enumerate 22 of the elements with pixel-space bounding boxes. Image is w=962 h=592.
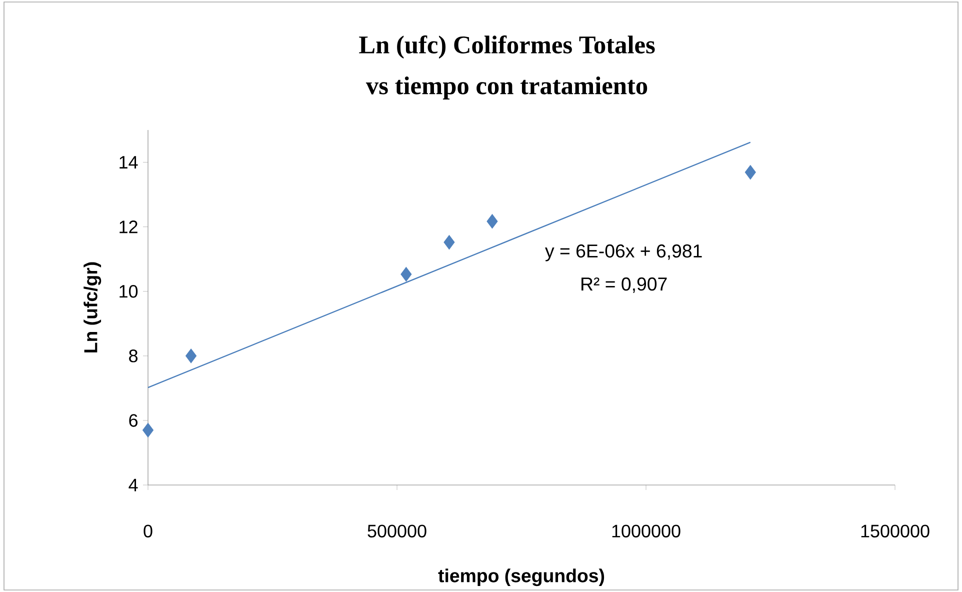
y-tick-label: 12 (120, 220, 138, 234)
y-axis-title: Ln (ufc/gr) (84, 262, 102, 352)
point (186, 348, 197, 364)
annotation: R² = 0,907 (582, 277, 667, 293)
point (744, 165, 756, 180)
y-tick-label: 8 (129, 350, 138, 362)
y-tick-label: 6 (129, 414, 138, 427)
y-tick-label: 14 (120, 156, 138, 168)
point (400, 266, 412, 282)
y-tick-label: 4 (128, 478, 138, 492)
x-axis-title: tiempo (segundos) (438, 568, 604, 586)
x-tick-label: 1000000 (612, 524, 680, 538)
chart-subtitle: vs tiempo con tratamiento (366, 76, 648, 100)
annotation: y = 6E-06x + 6,981 (545, 244, 702, 262)
x-tick-label: 0 (144, 524, 152, 538)
point (444, 235, 455, 250)
chart-title: Ln (ufc) Coliformes Totales (359, 35, 655, 59)
x-tick-label: 500000 (368, 524, 426, 538)
x-tick-label: 1500000 (861, 524, 930, 538)
point (142, 422, 154, 438)
y-tick-label: 10 (120, 284, 138, 298)
point (486, 214, 498, 229)
